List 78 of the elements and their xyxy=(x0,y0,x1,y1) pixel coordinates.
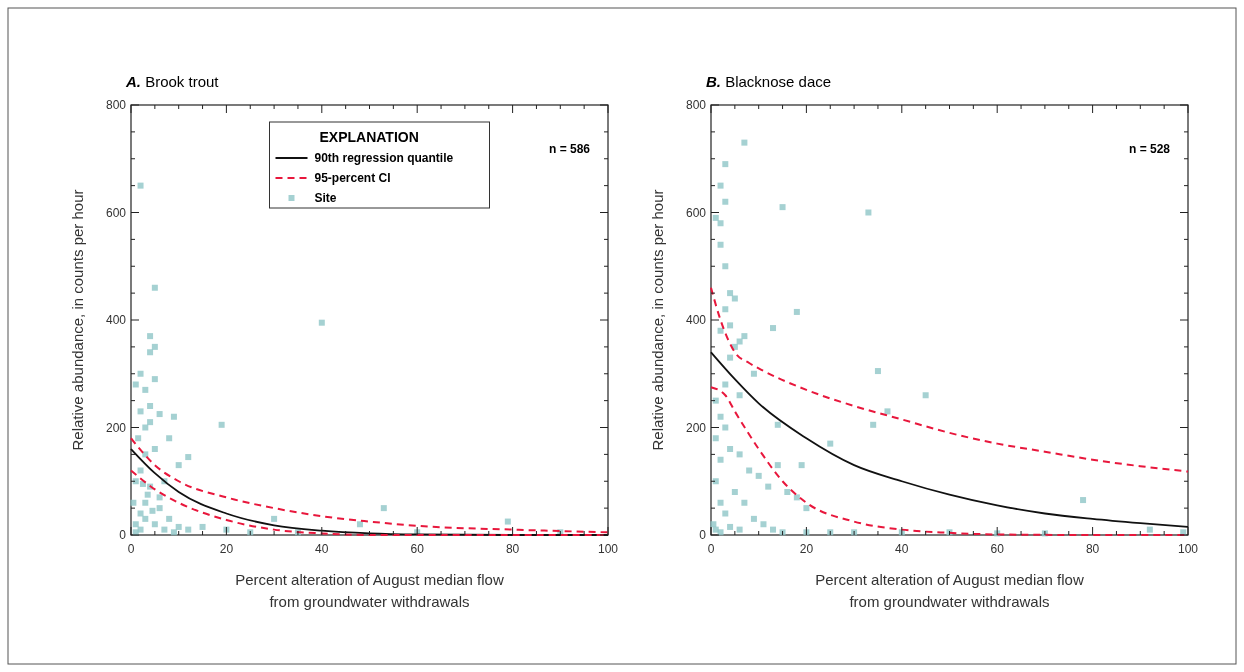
x-tick-label: 40 xyxy=(315,542,329,556)
point xyxy=(137,510,144,517)
point xyxy=(151,376,158,383)
point xyxy=(144,491,151,498)
point xyxy=(170,413,177,420)
annotation: n = 528 xyxy=(1128,142,1171,156)
y-tick-label: 800 xyxy=(105,98,127,112)
y-tick-label: 0 xyxy=(119,528,127,542)
point xyxy=(161,526,168,533)
point xyxy=(147,333,154,340)
point xyxy=(149,507,156,514)
point xyxy=(218,421,225,428)
x-tick-label: 60 xyxy=(410,542,425,556)
point xyxy=(151,446,158,452)
point xyxy=(318,319,325,326)
point xyxy=(151,521,158,528)
point xyxy=(142,499,149,506)
legend-title: EXPLANATION xyxy=(319,129,419,145)
point xyxy=(199,523,206,530)
point xyxy=(175,462,182,469)
y-axis-title: Relative abundance, in counts per hour xyxy=(649,189,666,451)
legend-label: 90th regression quantile xyxy=(314,151,454,165)
point xyxy=(132,521,139,528)
line-series xyxy=(710,286,1189,473)
x-tick-label: 80 xyxy=(1085,542,1100,556)
x-tick-label: 80 xyxy=(505,542,520,556)
x-tick-label: 20 xyxy=(799,542,814,556)
point xyxy=(147,419,154,426)
y-tick-label: 200 xyxy=(685,420,707,435)
x-tick-label: 40 xyxy=(895,542,909,556)
y-tick-label: 400 xyxy=(105,313,127,327)
point xyxy=(151,343,158,350)
point xyxy=(135,435,142,442)
x-tick-label: 60 xyxy=(990,542,1005,556)
point xyxy=(156,494,163,501)
chart-title: B. Blacknose dace xyxy=(706,73,832,90)
y-tick-label: 600 xyxy=(105,205,127,220)
x-axis-title: Percent alteration of August median flow from groundwater withdrawals xyxy=(815,571,1084,610)
x-tick-label: 20 xyxy=(219,542,234,556)
legend-label: 95-percent CI xyxy=(314,171,391,185)
point xyxy=(137,182,144,189)
point xyxy=(130,499,137,506)
point xyxy=(137,370,144,377)
y-tick-label: 600 xyxy=(685,205,707,220)
point xyxy=(137,408,144,415)
y-axis-title: Relative abundance, in counts per hour xyxy=(69,189,86,451)
point xyxy=(166,435,173,442)
point xyxy=(156,411,163,418)
point xyxy=(132,381,139,388)
point xyxy=(185,526,192,533)
point xyxy=(151,284,158,291)
point xyxy=(271,515,278,522)
point xyxy=(175,523,182,530)
point xyxy=(137,526,144,533)
y-tick-label: 0 xyxy=(699,528,707,542)
legend-label: Site xyxy=(314,191,337,205)
annotation: n = 586 xyxy=(548,142,591,156)
point xyxy=(142,515,149,522)
point xyxy=(504,518,511,525)
point xyxy=(147,349,154,356)
point xyxy=(185,454,192,461)
point xyxy=(380,505,387,512)
point xyxy=(142,424,149,431)
point xyxy=(170,529,177,536)
y-tick-label: 200 xyxy=(105,420,127,435)
line-series xyxy=(710,351,1189,528)
chart-title: A. Brook trout xyxy=(125,73,220,90)
point xyxy=(166,515,173,522)
x-tick-label: 100 xyxy=(597,542,619,556)
x-tick-label: 100 xyxy=(1177,542,1199,556)
point xyxy=(142,386,149,393)
x-axis-title: Percent alteration of August median flow from groundwater withdrawals xyxy=(235,571,504,610)
point xyxy=(356,521,363,528)
point xyxy=(156,505,163,512)
y-tick-label: 800 xyxy=(685,98,707,112)
point xyxy=(147,403,154,409)
point xyxy=(137,467,144,474)
y-tick-label: 400 xyxy=(685,313,707,327)
